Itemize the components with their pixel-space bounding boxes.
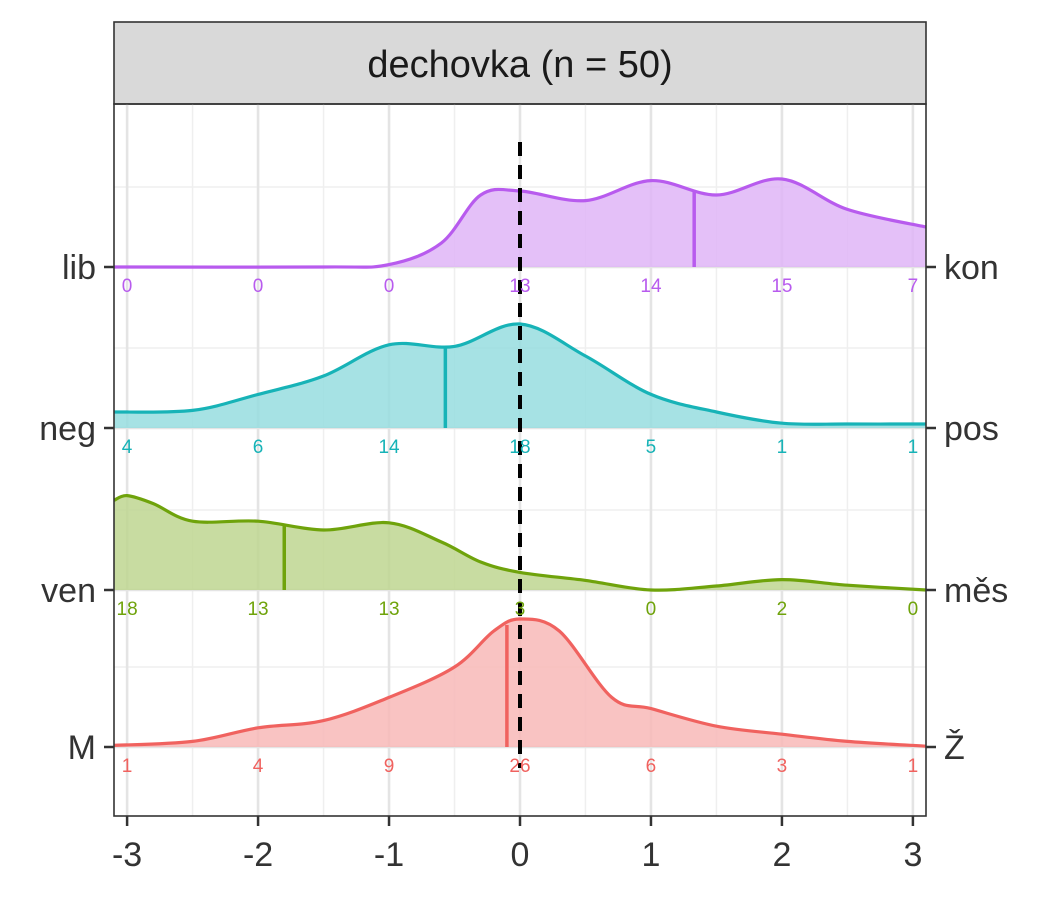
count-label: 3	[515, 599, 526, 620]
x-tick-label: -2	[243, 836, 273, 874]
count-label: 13	[509, 276, 530, 297]
y-label-right: pos	[944, 410, 999, 448]
x-tick-label: 3	[903, 836, 922, 874]
count-label: 13	[378, 599, 399, 620]
density-line	[113, 177, 927, 269]
x-tick-label: 2	[772, 836, 791, 874]
y-label-left: ven	[41, 572, 96, 610]
density-line	[113, 617, 927, 748]
y-label-right: měs	[944, 572, 1008, 610]
count-label: 7	[908, 276, 919, 297]
panel-strip	[113, 21, 927, 105]
count-label: 6	[253, 437, 264, 458]
count-label: 0	[908, 599, 919, 620]
count-label: 0	[122, 276, 133, 297]
x-tick-label: -1	[374, 836, 404, 874]
count-label: 13	[247, 599, 268, 620]
count-label: 3	[777, 756, 788, 777]
count-label: 0	[253, 276, 264, 297]
ridge-ven-měs	[113, 493, 927, 592]
count-label: 18	[509, 437, 530, 458]
density-line	[113, 493, 927, 592]
count-label: 15	[771, 276, 792, 297]
density-area	[114, 495, 926, 591]
count-label: 9	[384, 756, 395, 777]
density-line	[113, 322, 927, 426]
x-tick-label: 1	[642, 836, 661, 874]
count-label: 1	[908, 756, 919, 777]
count-label: 2	[777, 599, 788, 620]
x-tick-label: 0	[511, 836, 530, 874]
panel-title: dechovka (n = 50)	[367, 44, 672, 86]
count-label: 4	[253, 756, 264, 777]
y-label-left: M	[68, 729, 96, 767]
count-label: 0	[384, 276, 395, 297]
count-label: 14	[378, 437, 400, 458]
count-label: 1	[908, 437, 919, 458]
x-tick-label: -3	[112, 836, 142, 874]
count-label: 1	[122, 756, 133, 777]
count-label: 4	[122, 437, 133, 458]
count-label: 14	[640, 276, 662, 297]
y-label-right: kon	[944, 249, 999, 287]
y-label-left: neg	[39, 410, 96, 448]
count-label: 6	[646, 756, 657, 777]
count-label: 5	[646, 437, 657, 458]
y-label-left: lib	[62, 249, 96, 287]
count-label: 18	[117, 599, 138, 620]
count-label: 1	[777, 437, 788, 458]
count-label: 26	[509, 756, 530, 777]
count-label: 0	[646, 599, 657, 620]
y-label-right: Ž	[944, 729, 965, 767]
